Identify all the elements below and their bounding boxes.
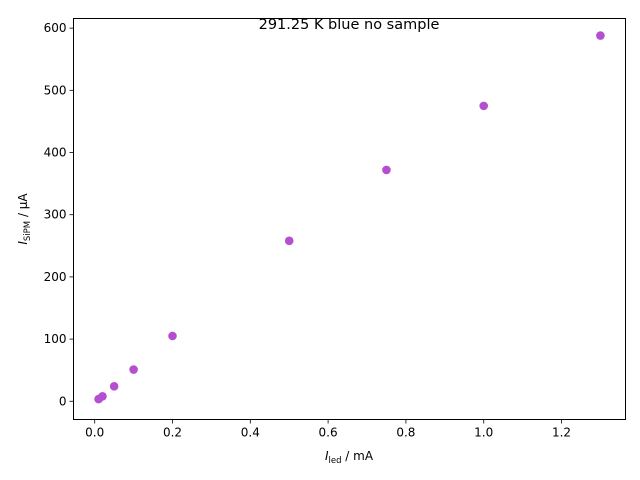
x-tick-label: 0.4: [241, 426, 260, 440]
y-axis-ticks: 0 100 200 300 400 500 600: [44, 21, 74, 408]
x-tick-label: 0.6: [319, 426, 338, 440]
x-tick-label: 0.2: [163, 426, 182, 440]
x-tick-label: 1.0: [474, 426, 493, 440]
x-axis-label-symbol: I: [325, 449, 329, 463]
y-axis-label: ISiPM / μA: [16, 193, 33, 245]
data-point: [284, 236, 294, 246]
data-point: [109, 382, 119, 391]
data-point: [129, 365, 138, 374]
plot-frame: [73, 18, 626, 420]
y-axis-label-subscript: SiPM: [23, 221, 33, 241]
x-axis-ticks: 0.0 0.2 0.4 0.6 0.8 1.0 1.2: [85, 419, 571, 440]
data-point: [479, 101, 489, 111]
x-tick-label: 0.8: [396, 426, 415, 440]
data-point: [382, 165, 391, 175]
chart-title: 291.25 K blue no sample: [259, 17, 440, 33]
x-axis-label-unit: / mA: [341, 449, 373, 463]
data-points: [94, 31, 605, 404]
y-axis-label-symbol: I: [16, 241, 30, 245]
data-point: [596, 31, 605, 40]
y-tick-label: 200: [44, 270, 67, 284]
x-tick-label: 1.2: [552, 426, 571, 440]
y-tick-label: 0: [59, 394, 67, 408]
x-axis-label-subscript: led: [328, 456, 341, 466]
y-tick-label: 500: [44, 83, 67, 97]
y-tick-label: 100: [44, 332, 67, 346]
y-tick-label: 300: [44, 208, 67, 222]
data-point: [168, 331, 177, 341]
x-axis-label: Iled / mA: [325, 449, 374, 466]
data-point: [98, 392, 107, 401]
x-tick-label: 0.0: [85, 426, 104, 440]
y-axis-label-unit: / μA: [16, 193, 30, 221]
y-tick-label: 600: [44, 21, 67, 35]
y-tick-label: 400: [44, 146, 67, 160]
